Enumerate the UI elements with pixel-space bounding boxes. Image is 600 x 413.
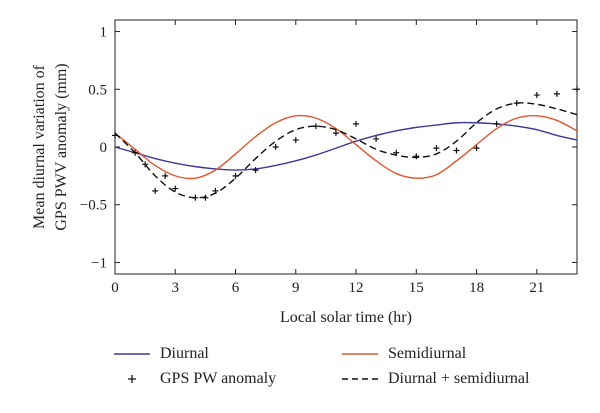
gps-anomaly-point-19 [433,145,440,152]
gps-anomaly-point-17 [393,149,400,156]
gps-anomaly-point-5 [172,185,179,192]
gps-anomaly-point-23 [513,100,520,107]
x-tick-label-15: 15 [409,280,424,296]
gps-anomaly-point-9 [232,172,239,179]
legend-swatch-combined [342,378,378,380]
legend-swatch-gps-anomaly [128,375,136,383]
gps-anomaly-point-18 [413,153,420,160]
legend-item-combined: Diurnal + semidiurnal [342,370,529,388]
gps-anomaly-point-24 [533,92,540,99]
x-tick-label-18: 18 [469,280,484,296]
y-tick-label-2: 0 [100,140,108,156]
gps-anomaly-point-11 [272,144,279,150]
legend-swatch-diurnal [114,353,150,355]
gps-anomaly-point-10 [252,167,259,174]
y-axis-label-line2: GPS PWV anomaly (mm) [53,63,70,230]
legend-label-semidiurnal: Semidiurnal [388,345,467,362]
gps-anomaly-point-12 [292,137,299,144]
gps-anomaly-point-25 [553,90,560,97]
legend-swatch-semidiurnal [342,353,378,355]
axis-ticks: 0 3 6 9 12 15 18 21 −1 −0.5 0 0.5 1 [80,20,577,296]
gps-anomaly-point-7 [202,194,209,201]
y-tick-label-0: −1 [91,255,107,271]
gps-anomaly-point-14 [332,130,339,137]
gps-anomaly-point-15 [353,120,360,127]
x-tick-label-9: 9 [292,280,300,296]
x-tick-label-6: 6 [232,280,240,296]
series-markers [112,86,580,201]
legend-label-diurnal: Diurnal [160,345,209,362]
series-lines [114,102,578,199]
x-axis-label: Local solar time (hr) [280,309,412,326]
gps-anomaly-point-6 [192,194,199,201]
y-tick-label-3: 0.5 [88,82,107,98]
gps-anomaly-point-22 [493,120,500,127]
series-line-diurnal-semidiurnal [114,102,578,199]
gps-anomaly-point-8 [212,187,219,194]
series-line-diurnal [114,121,578,171]
x-tick-label-3: 3 [172,280,180,296]
y-tick-label-1: −0.5 [80,198,107,214]
legend-label-gps-anomaly: GPS PW anomaly [160,370,277,387]
gps-anomaly-point-16 [373,135,380,142]
legend-item-diurnal: Diurnal [114,345,209,363]
plot-frame [114,19,578,275]
gps-anomaly-point-4 [162,172,169,179]
series-line-semidiurnal [114,114,578,180]
x-tick-label-0: 0 [111,280,119,296]
legend-item-gps-anomaly: GPS PW anomaly [114,370,276,388]
y-tick-label-4: 1 [100,25,108,41]
gps-anomaly-point-3 [152,187,159,194]
gps-anomaly-point-20 [453,147,460,154]
x-tick-label-21: 21 [529,280,544,296]
x-tick-label-12: 12 [349,280,364,296]
legend-label-combined: Diurnal + semidiurnal [388,370,530,387]
gps-anomaly-point-1 [132,149,139,156]
y-axis-label-line1: Mean diurnal variation of [31,64,48,229]
gps-anomaly-point-0 [112,132,118,139]
gps-anomaly-point-13 [312,123,319,130]
gps-anomaly-point-2 [142,161,149,168]
legend-item-semidiurnal: Semidiurnal [342,345,466,363]
gps-anomaly-point-21 [473,145,480,152]
